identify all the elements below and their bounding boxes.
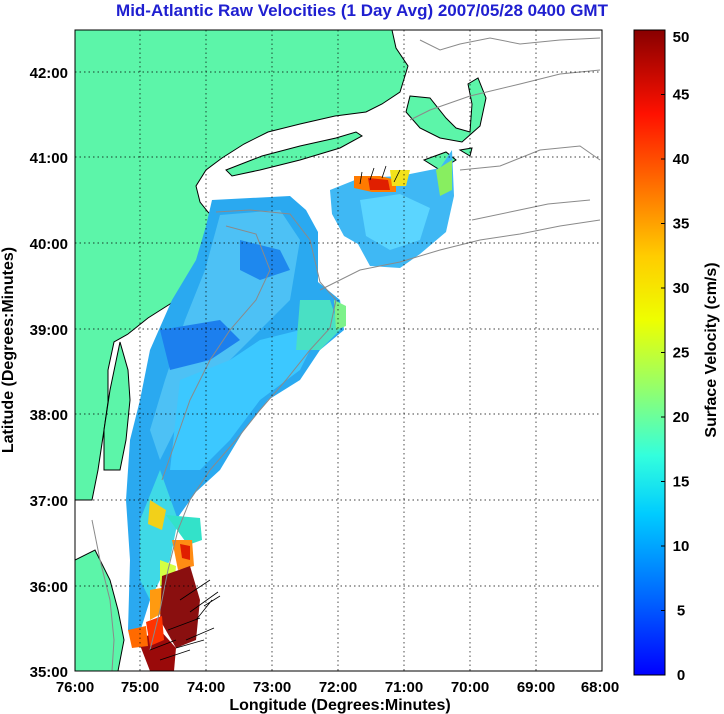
y-tick-label: 40:00 bbox=[30, 236, 68, 253]
colorbar-tick-label: 0 bbox=[677, 667, 685, 684]
y-axis-label: Latitude (Degrees:Minutes) bbox=[0, 247, 17, 453]
y-tick-label: 42:00 bbox=[30, 65, 68, 82]
colorbar-tick-label: 20 bbox=[673, 409, 690, 426]
x-tick-label: 74:00 bbox=[187, 679, 225, 696]
long-island bbox=[225, 131, 363, 177]
current-vectors bbox=[149, 165, 401, 661]
x-axis-label: Longitude (Degrees:Minutes) bbox=[229, 697, 450, 714]
bathymetry-contours bbox=[91, 37, 601, 671]
y-tick-label: 35:00 bbox=[30, 664, 68, 681]
colorbar-label: Surface Velocity (cm/s) bbox=[703, 262, 720, 437]
grid-lines bbox=[75, 30, 602, 671]
y-tick-label: 39:00 bbox=[30, 322, 68, 339]
y-tick-label: 38:00 bbox=[30, 407, 68, 424]
colorbar-tick-label: 5 bbox=[677, 603, 685, 620]
outer-banks bbox=[75, 549, 125, 671]
colorbar: 0 5 10 15 20 25 30 35 40 45 50 Surface Velocity (c… bbox=[633, 29, 720, 684]
x-tick-label: 70:00 bbox=[451, 679, 489, 696]
y-tick-label: 36:00 bbox=[30, 579, 68, 596]
colorbar-tick-label: 50 bbox=[673, 29, 690, 46]
x-axis: 76:00 75:00 74:00 73:00 72:00 71:00 70:0… bbox=[56, 679, 619, 714]
colorbar-tick-label: 40 bbox=[673, 151, 690, 168]
colorbar-tick-label: 10 bbox=[673, 538, 690, 555]
cape-cod bbox=[405, 77, 487, 143]
x-tick-label: 69:00 bbox=[517, 679, 555, 696]
colorbar-tick-label: 25 bbox=[673, 345, 690, 362]
y-tick-label: 41:00 bbox=[30, 150, 68, 167]
x-tick-label: 76:00 bbox=[56, 679, 94, 696]
colorbar-tick-label: 30 bbox=[673, 280, 690, 297]
x-tick-label: 73:00 bbox=[253, 679, 291, 696]
x-tick-label: 71:00 bbox=[385, 679, 423, 696]
y-axis: 42:00 41:00 40:00 39:00 38:00 37:00 36:0… bbox=[0, 65, 68, 681]
delmarva-peninsula bbox=[103, 341, 131, 471]
colorbar-tick-label: 35 bbox=[673, 216, 690, 233]
colorbar-ticks: 0 5 10 15 20 25 30 35 40 45 50 bbox=[661, 29, 689, 684]
colorbar-tick-label: 15 bbox=[673, 474, 690, 491]
y-tick-label: 37:00 bbox=[30, 493, 68, 510]
x-tick-label: 68:00 bbox=[581, 679, 619, 696]
x-tick-label: 72:00 bbox=[319, 679, 357, 696]
colorbar-gradient bbox=[633, 29, 666, 676]
colorbar-tick-label: 45 bbox=[673, 87, 690, 104]
map-title: Mid-Atlantic Raw Velocities (1 Day Avg) … bbox=[116, 1, 608, 20]
x-tick-label: 75:00 bbox=[121, 679, 159, 696]
